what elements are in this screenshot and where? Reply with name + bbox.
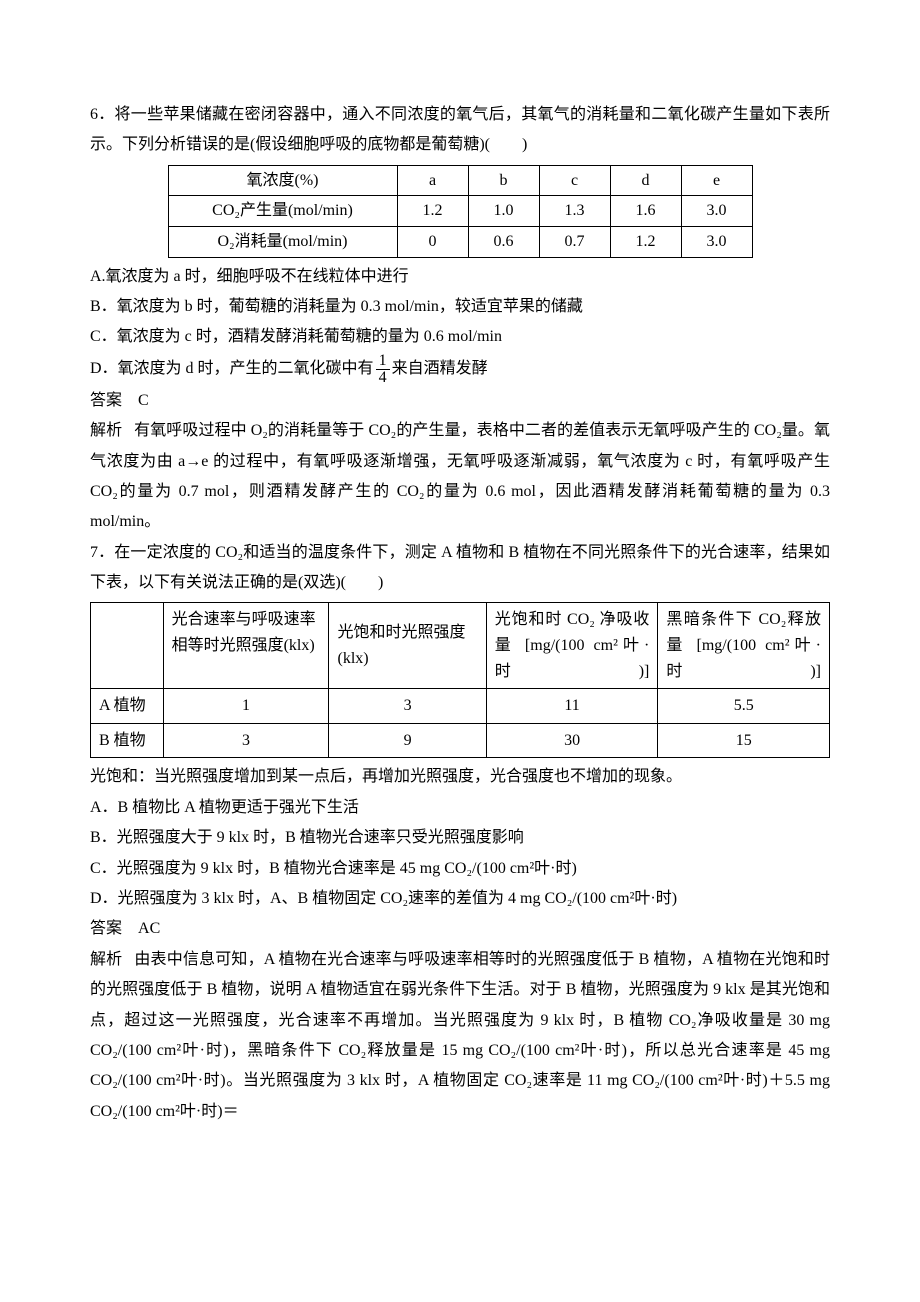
q6-answer: 答案 C <box>90 386 830 416</box>
q6-option-a: A.氧浓度为 a 时，细胞呼吸不在线粒体中进行 <box>90 262 830 292</box>
cell: 光饱和时光照强度(klx) <box>329 603 486 689</box>
table-row: 氧浓度(%) a b c d e <box>168 165 752 196</box>
cell: 30 <box>486 723 658 758</box>
cell: 3 <box>329 689 486 724</box>
answer-value: C <box>138 392 149 409</box>
cell: 1 <box>163 689 329 724</box>
answer-label: 答案 <box>90 920 122 937</box>
q6-option-d-pre: D．氧浓度为 d 时，产生的二氧化碳中有 <box>90 360 374 377</box>
q7-note: 光饱和：当光照强度增加到某一点后，再增加光照强度，光合强度也不增加的现象。 <box>90 762 830 792</box>
cell: 光饱和时 CO₂ 净吸收量 [mg/(100 cm²叶·时)] <box>486 603 658 689</box>
cell: 黑暗条件下 CO₂释放量 [mg/(100 cm²叶·时)] <box>658 603 830 689</box>
cell: 1.6 <box>610 196 681 227</box>
fraction: 14 <box>376 353 390 386</box>
q7-table: 光合速率与呼吸速率相等时光照强度(klx) 光饱和时光照强度(klx) 光饱和时… <box>90 602 830 758</box>
cell: 1.0 <box>468 196 539 227</box>
cell: 5.5 <box>658 689 830 724</box>
table-row: A 植物 1 3 11 5.5 <box>91 689 830 724</box>
q7-answer: 答案 AC <box>90 914 830 944</box>
cell: 3.0 <box>681 226 752 257</box>
cell: B 植物 <box>91 723 164 758</box>
explanation-label: 解析 <box>90 422 122 439</box>
cell: 0.7 <box>539 226 610 257</box>
cell: b <box>468 165 539 196</box>
table-row: O₂消耗量(mol/min) 0 0.6 0.7 1.2 3.0 <box>168 226 752 257</box>
cell: e <box>681 165 752 196</box>
table-row: B 植物 3 9 30 15 <box>91 723 830 758</box>
cell <box>91 603 164 689</box>
cell: 1.2 <box>610 226 681 257</box>
cell: 氧浓度(%) <box>168 165 397 196</box>
cell: 15 <box>658 723 830 758</box>
denominator: 4 <box>376 370 390 386</box>
q6-table: 氧浓度(%) a b c d e CO₂产生量(mol/min) 1.2 1.0… <box>168 165 753 258</box>
q6-option-b: B．氧浓度为 b 时，葡萄糖的消耗量为 0.3 mol/min，较适宜苹果的储藏 <box>90 292 830 322</box>
q7-option-d: D．光照强度为 3 klx 时，A、B 植物固定 CO₂速率的差值为 4 mg … <box>90 884 830 914</box>
q7-stem: 7．在一定浓度的 CO₂和适当的温度条件下，测定 A 植物和 B 植物在不同光照… <box>90 538 830 599</box>
cell: O₂消耗量(mol/min) <box>168 226 397 257</box>
cell: 光合速率与呼吸速率相等时光照强度(klx) <box>163 603 329 689</box>
explanation-text: 由表中信息可知，A 植物在光合速率与呼吸速率相等时的光照强度低于 B 植物，A … <box>90 951 830 1120</box>
cell: d <box>610 165 681 196</box>
cell: 11 <box>486 689 658 724</box>
q7-explanation: 解析由表中信息可知，A 植物在光合速率与呼吸速率相等时的光照强度低于 B 植物，… <box>90 945 830 1127</box>
q7-option-c: C．光照强度为 9 klx 时，B 植物光合速率是 45 mg CO₂/(100… <box>90 854 830 884</box>
q6-explanation: 解析有氧呼吸过程中 O₂的消耗量等于 CO₂的产生量，表格中二者的差值表示无氧呼… <box>90 416 830 538</box>
explanation-label: 解析 <box>90 951 122 968</box>
cell: 0.6 <box>468 226 539 257</box>
q6-stem: 6．将一些苹果储藏在密闭容器中，通入不同浓度的氧气后，其氧气的消耗量和二氧化碳产… <box>90 100 830 161</box>
answer-label: 答案 <box>90 392 122 409</box>
q7-option-a: A．B 植物比 A 植物更适于强光下生活 <box>90 793 830 823</box>
table-row: 光合速率与呼吸速率相等时光照强度(klx) 光饱和时光照强度(klx) 光饱和时… <box>91 603 830 689</box>
q6-option-d-post: 来自酒精发酵 <box>392 360 488 377</box>
answer-value: AC <box>138 920 160 937</box>
cell: CO₂产生量(mol/min) <box>168 196 397 227</box>
cell: 0 <box>397 226 468 257</box>
explanation-text: 有氧呼吸过程中 O₂的消耗量等于 CO₂的产生量，表格中二者的差值表示无氧呼吸产… <box>90 422 830 530</box>
page-root: 6．将一些苹果储藏在密闭容器中，通入不同浓度的氧气后，其氧气的消耗量和二氧化碳产… <box>0 0 920 1207</box>
q7-option-b: B．光照强度大于 9 klx 时，B 植物光合速率只受光照强度影响 <box>90 823 830 853</box>
cell: 1.2 <box>397 196 468 227</box>
numerator: 1 <box>376 353 390 370</box>
q6-option-d: D．氧浓度为 d 时，产生的二氧化碳中有14来自酒精发酵 <box>90 353 830 386</box>
cell: a <box>397 165 468 196</box>
cell: 9 <box>329 723 486 758</box>
cell: A 植物 <box>91 689 164 724</box>
table-row: CO₂产生量(mol/min) 1.2 1.0 1.3 1.6 3.0 <box>168 196 752 227</box>
q6-option-c: C．氧浓度为 c 时，酒精发酵消耗葡萄糖的量为 0.6 mol/min <box>90 322 830 352</box>
cell: 3 <box>163 723 329 758</box>
cell: 1.3 <box>539 196 610 227</box>
cell: 3.0 <box>681 196 752 227</box>
cell: c <box>539 165 610 196</box>
